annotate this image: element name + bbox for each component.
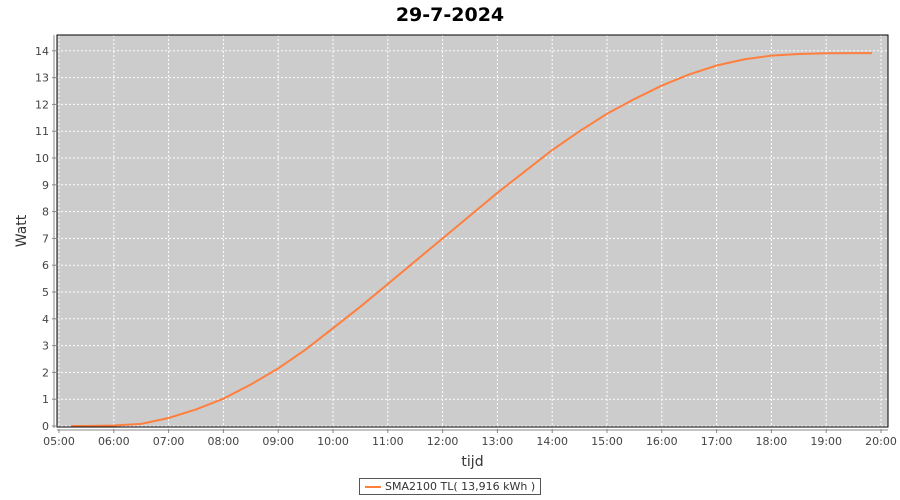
y-tick-label: 9 (42, 179, 49, 192)
chart-title: 29-7-2024 (395, 4, 505, 26)
y-tick-label: 1 (42, 393, 49, 406)
legend: SMA2100 TL( 13,916 kWh ) (359, 478, 542, 495)
y-axis-label: Watt (14, 214, 30, 247)
y-tick-label: 7 (42, 232, 49, 245)
y-tick-label: 5 (42, 286, 49, 299)
x-tick-label: 12:00 (427, 435, 459, 448)
x-axis-label: tijd (461, 454, 483, 470)
x-tick-label: 09:00 (262, 435, 294, 448)
y-tick-label: 12 (35, 98, 49, 111)
y-tick-label: 14 (35, 45, 49, 58)
x-tick-label: 15:00 (591, 435, 623, 448)
y-tick-label: 8 (42, 206, 49, 219)
y-tick-label: 11 (35, 125, 49, 138)
y-tick-label: 2 (42, 366, 49, 379)
legend-swatch (365, 485, 381, 488)
x-tick-label: 18:00 (756, 435, 788, 448)
plot-area (57, 35, 888, 427)
x-tick-label: 10:00 (317, 435, 349, 448)
x-tick-label: 07:00 (153, 435, 185, 448)
x-tick-label: 19:00 (810, 435, 842, 448)
legend-label: SMA2100 TL( 13,916 kWh ) (385, 480, 536, 493)
y-tick-label: 10 (35, 152, 49, 165)
y-tick-label: 3 (42, 340, 49, 353)
x-tick-label: 05:00 (43, 435, 75, 448)
x-tick-label: 08:00 (208, 435, 240, 448)
x-tick-label: 20:00 (865, 435, 897, 448)
x-tick-label: 14:00 (536, 435, 568, 448)
y-tick-label: 13 (35, 72, 49, 85)
y-tick-label: 0 (42, 420, 49, 433)
y-tick-label: 6 (42, 259, 49, 272)
series-line (70, 52, 872, 427)
plot-border (56, 34, 889, 428)
y-tick-label: 4 (42, 313, 49, 326)
x-tick-label: 16:00 (646, 435, 678, 448)
x-tick-label: 11:00 (372, 435, 404, 448)
x-tick-label: 13:00 (482, 435, 514, 448)
x-tick-label: 17:00 (701, 435, 733, 448)
x-tick-label: 06:00 (98, 435, 130, 448)
